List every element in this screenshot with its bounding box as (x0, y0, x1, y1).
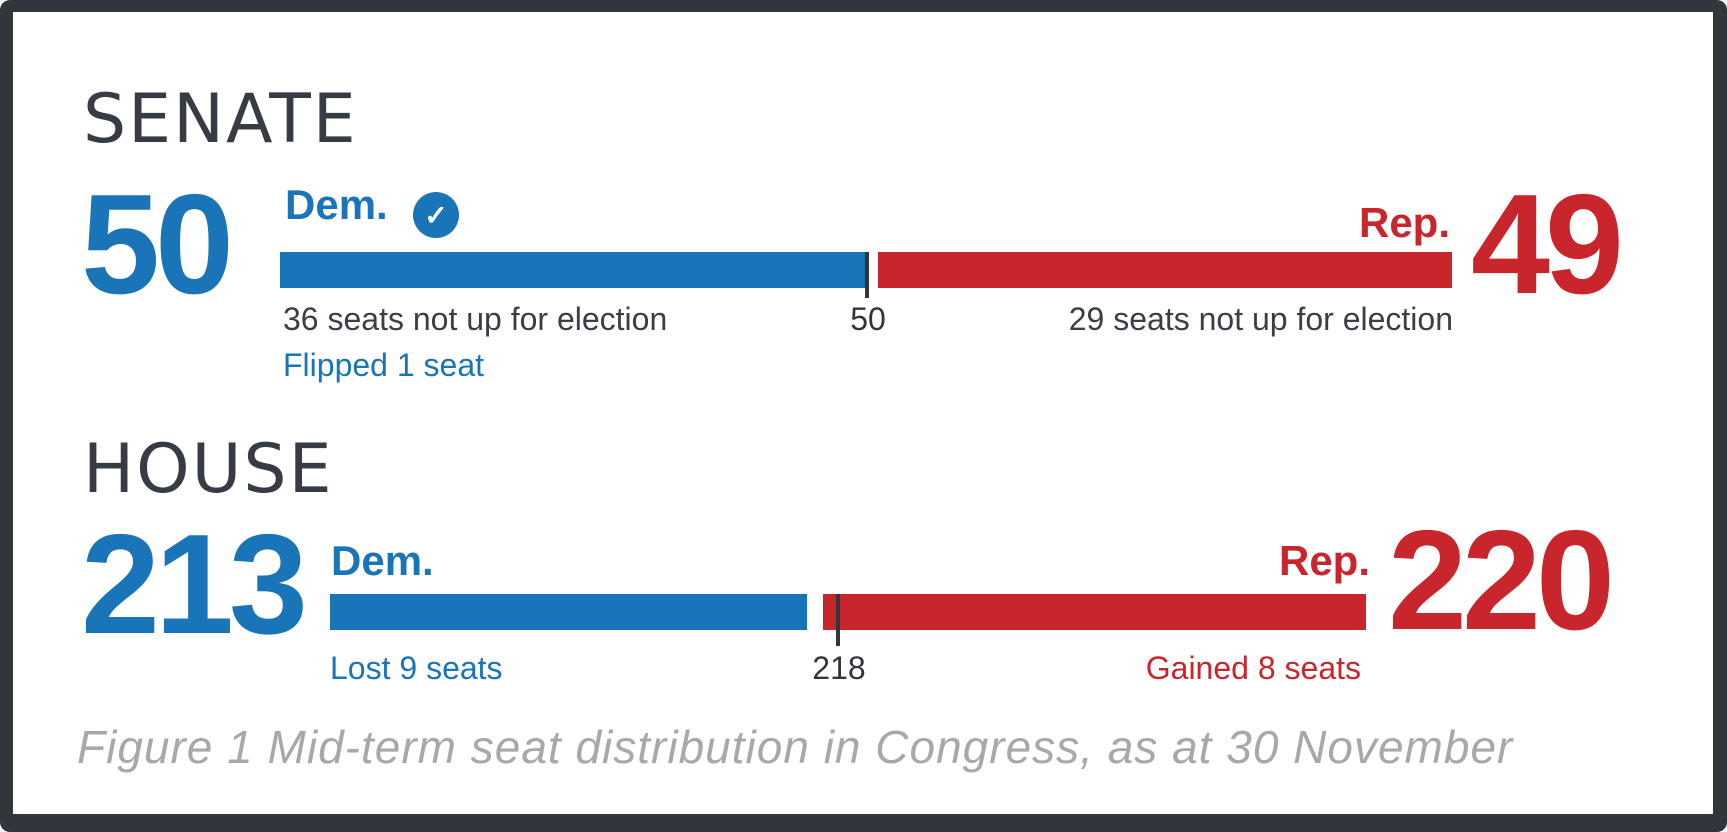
house-majority-tick (836, 594, 840, 646)
check-icon: ✓ (424, 199, 448, 231)
house-dem-total: 213 (81, 505, 308, 664)
check-circle-icon: ✓ (413, 192, 459, 238)
senate-dem-change: Flipped 1 seat (283, 347, 485, 383)
house-majority-tick-label: 218 (812, 650, 866, 686)
senate-dem-note: 36 seats not up for election (283, 301, 668, 337)
house-dem-change: Lost 9 seats (330, 650, 503, 686)
house-rep-label: Rep. (1278, 537, 1370, 584)
senate-rep-label: Rep. (1358, 199, 1450, 246)
house-rep-change: Gained 8 seats (1145, 650, 1361, 686)
senate-rep-note: 29 seats not up for election (1068, 301, 1453, 337)
senate-dem-label: Dem. (285, 181, 388, 228)
house-title: HOUSE (83, 430, 334, 509)
senate-majority-tick-label: 50 (850, 301, 886, 337)
senate-rep-bar (878, 252, 1452, 288)
house-rep-bar (823, 594, 1366, 630)
house-dem-bar (330, 594, 807, 630)
house-dem-label: Dem. (331, 537, 434, 584)
senate-majority-tick (865, 252, 869, 298)
figure-caption: Figure 1 Mid-term seat distribution in C… (77, 721, 1514, 773)
senate-title: SENATE (83, 80, 358, 159)
house-rep-total: 220 (1388, 501, 1615, 660)
senate-rep-total: 49 (1471, 165, 1624, 324)
senate-dem-bar (280, 252, 867, 288)
senate-dem-total: 50 (81, 165, 234, 324)
